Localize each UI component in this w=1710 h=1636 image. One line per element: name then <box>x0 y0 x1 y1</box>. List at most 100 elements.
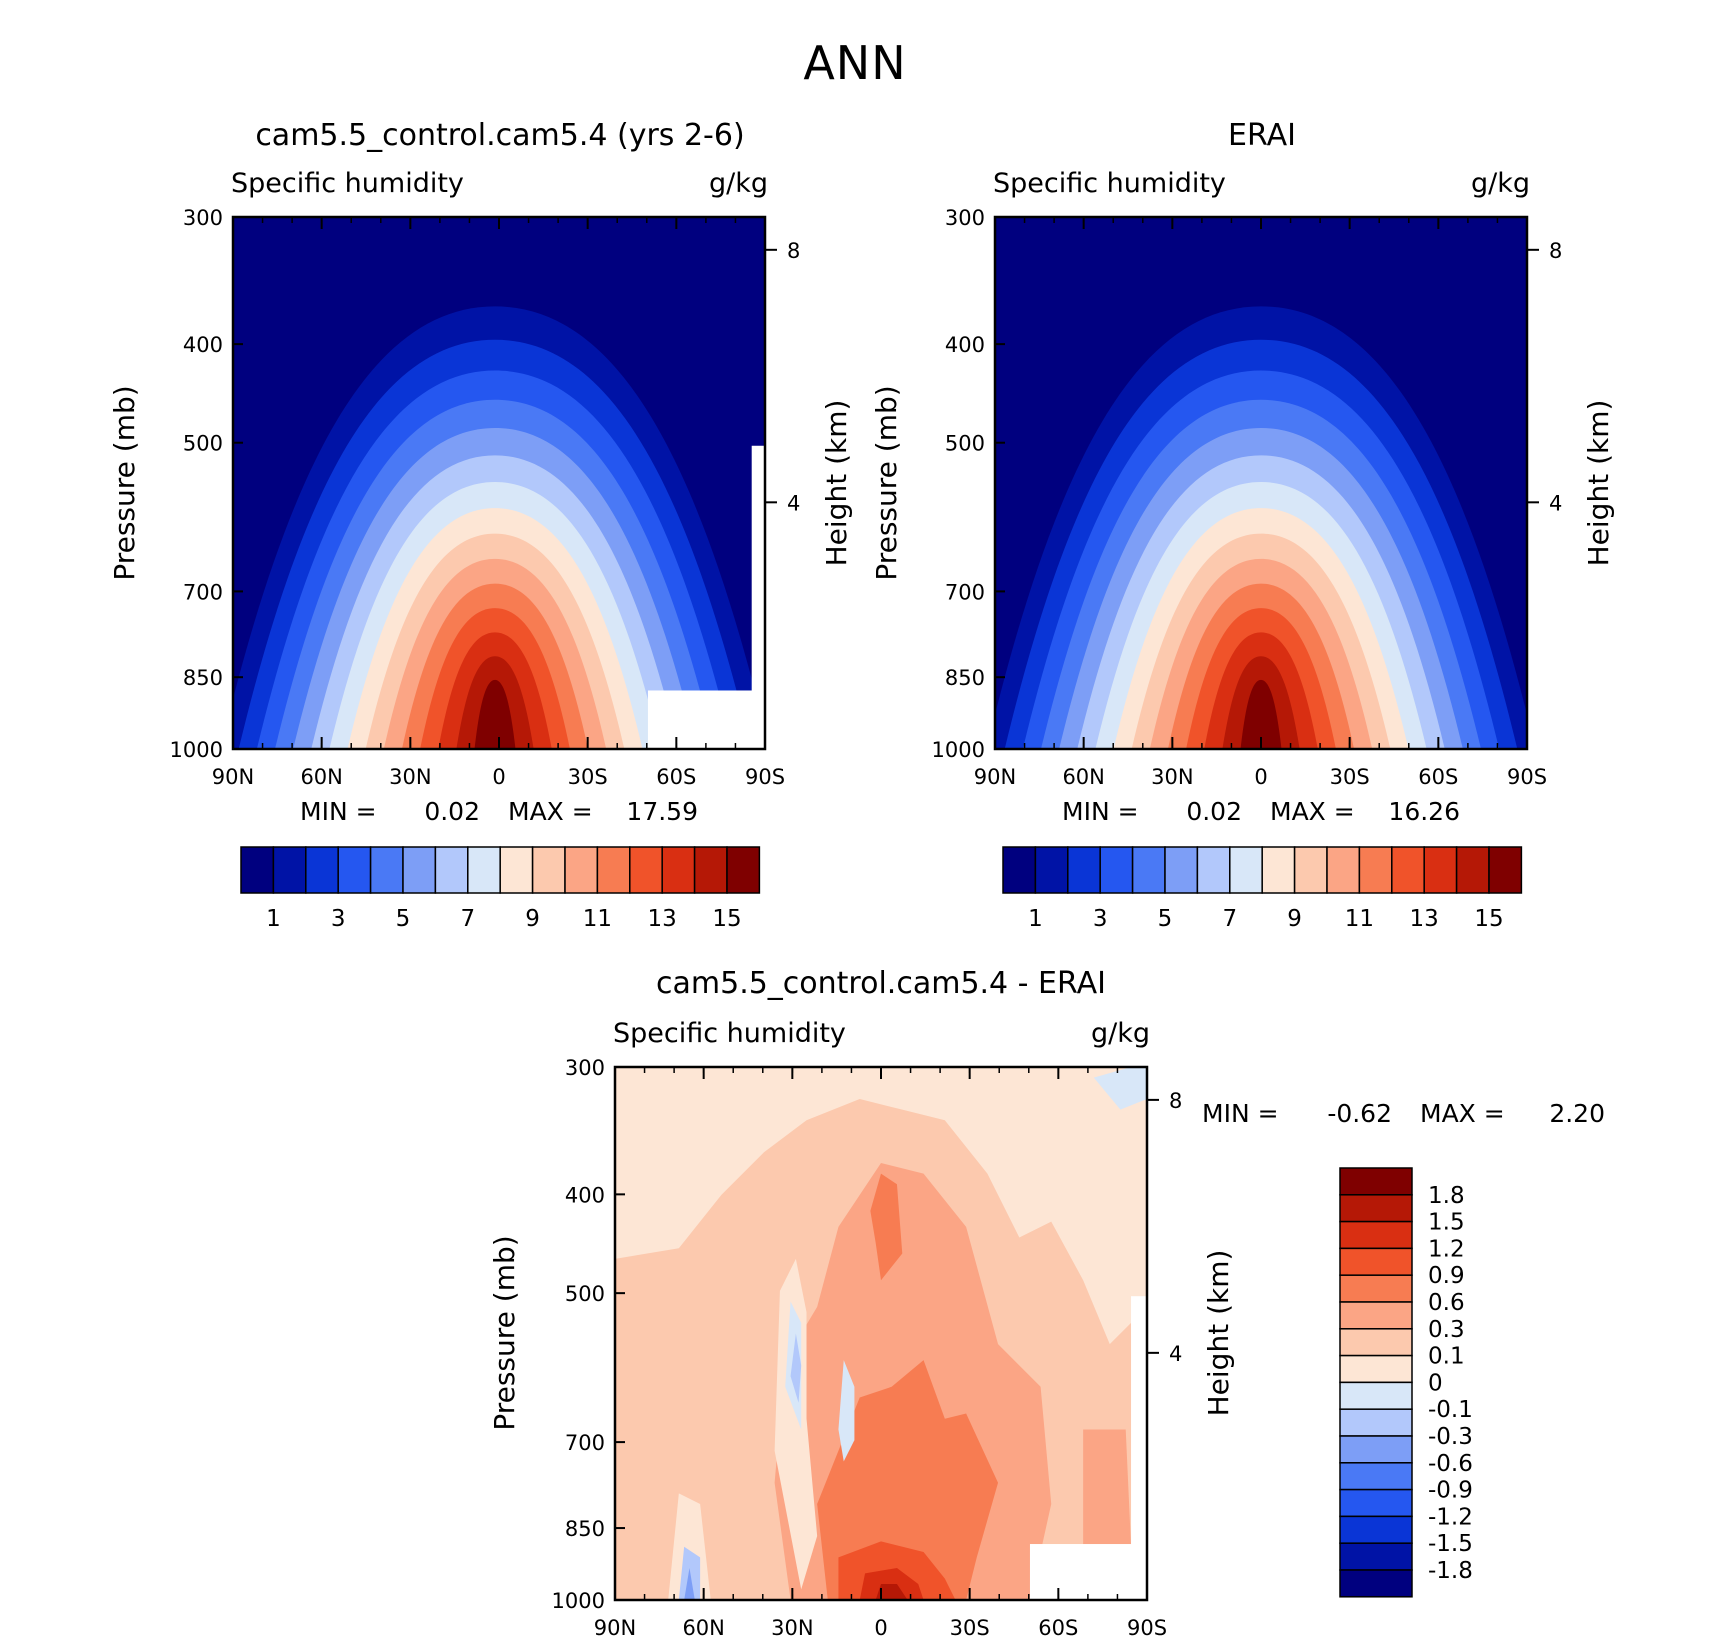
colorbar-box <box>1339 1488 1413 1518</box>
colorbar-box <box>402 846 437 894</box>
missing-data-region <box>751 445 765 749</box>
colorbar-box <box>726 846 761 894</box>
y-axis-right-label: Height (km) <box>1582 400 1615 567</box>
y-tick-label: 400 <box>565 1183 605 1207</box>
colorbar-label: 5 <box>396 906 411 932</box>
max-value: 16.26 <box>1388 797 1460 826</box>
colorbar-box <box>434 846 469 894</box>
min-label: MIN = <box>300 797 377 826</box>
y-tick-label: 850 <box>945 666 985 690</box>
colorbar-box <box>1339 1247 1413 1276</box>
colorbar-box <box>1339 1328 1413 1357</box>
y-tick-label: 1000 <box>170 738 223 762</box>
y-tick-label: 500 <box>565 1282 605 1306</box>
contour-field <box>995 217 1527 749</box>
y-axis-right-label: Height (km) <box>1202 1250 1235 1417</box>
colorbar-label: 0.9 <box>1428 1263 1465 1289</box>
contour-level-neg0.3-neg0.1 <box>790 1333 802 1403</box>
panel-model: cam5.5_control.cam5.4 (yrs 2-6) Specific… <box>108 118 853 932</box>
x-tick-label: 30S <box>568 765 608 789</box>
x-tick-label: 90S <box>1507 765 1547 789</box>
x-tick-label: 30S <box>1330 765 1370 789</box>
axes: 300 400 500 700 850 1000 8 4 90N 60N 30N 0 30S 60S 90S <box>170 206 801 789</box>
y-tick-label: 700 <box>945 580 985 604</box>
x-tick-label: 60S <box>656 765 696 789</box>
colorbar-label: 11 <box>1345 906 1374 932</box>
colorbar: 1 3 5 7 9 11 13 15 <box>240 846 761 932</box>
y-tick-label: 850 <box>565 1517 605 1541</box>
panel-obs: ERAI Specific humidity g/kg 300400500700… <box>870 118 1615 932</box>
x-tick-label: 90N <box>212 765 254 789</box>
colorbar-box <box>1067 846 1101 894</box>
colorbar-box <box>305 846 339 894</box>
colorbar-box <box>1339 1515 1413 1544</box>
colorbar-box <box>1196 846 1231 894</box>
colorbar-label: 5 <box>1158 906 1173 932</box>
contour-level-0-0.1 <box>774 1258 818 1590</box>
y-right-tick-label: 4 <box>787 491 800 515</box>
colorbar-label: -1.2 <box>1428 1504 1473 1530</box>
colorbar-label: 7 <box>1222 906 1237 932</box>
colorbar-label: 15 <box>712 906 741 932</box>
axes: 300 400 500 700 850 1000 8 4 90N 60N 30N 0 30S 60S 90S <box>552 1056 1183 1636</box>
y-tick-label: 700 <box>183 580 223 604</box>
units-label: g/kg <box>1471 168 1530 199</box>
colorbar-box <box>1339 1274 1413 1303</box>
colorbar-box <box>596 846 631 894</box>
y-tick-label: 1000 <box>932 738 985 762</box>
colorbar-label: 1 <box>1028 906 1043 932</box>
x-tick-label: 60S <box>1418 765 1458 789</box>
units-label: g/kg <box>709 168 768 199</box>
colorbar-box <box>1358 846 1393 894</box>
colorbar-box <box>1339 1408 1413 1437</box>
y-tick-label: 300 <box>945 206 985 230</box>
y-tick-label: 850 <box>183 666 223 690</box>
x-tick-label: 90S <box>745 765 785 789</box>
y-right-tick-label: 8 <box>1169 1089 1182 1113</box>
colorbar-label: 3 <box>331 906 346 932</box>
missing-data-region <box>647 690 765 749</box>
contour-level-neg0.1-0 <box>838 1360 855 1462</box>
colorbar: 1 3 5 7 9 11 13 15 <box>1002 846 1523 932</box>
y-tick-label: 700 <box>565 1431 605 1455</box>
y-axis-label: Pressure (mb) <box>488 1235 521 1430</box>
y-axis-label: Pressure (mb) <box>870 385 903 580</box>
colorbar-box <box>1099 846 1134 894</box>
colorbar-box <box>1339 1167 1413 1196</box>
y-tick-label: 500 <box>945 432 985 456</box>
colorbar-box <box>1488 846 1523 894</box>
contour-level-15 <box>1240 679 1282 749</box>
figure-title: ANN <box>803 36 907 90</box>
colorbar-vertical: 1.81.51.20.90.60.30.10-0.1-0.3-0.6-0.9-1… <box>1339 1167 1473 1598</box>
colorbar-box <box>1391 846 1425 894</box>
contour-field <box>233 217 765 749</box>
colorbar-box <box>531 846 566 894</box>
y-right-tick-label: 4 <box>1169 1342 1182 1366</box>
colorbar-label: 9 <box>525 906 540 932</box>
colorbar-box <box>1293 846 1328 894</box>
colorbar-box <box>1339 1542 1413 1571</box>
x-tick-label: 0 <box>1254 765 1267 789</box>
colorbar-label: -0.6 <box>1428 1451 1473 1477</box>
colorbar-box <box>1339 1381 1413 1410</box>
colorbar-label: -0.1 <box>1428 1397 1473 1423</box>
colorbar-label: 9 <box>1287 906 1302 932</box>
min-label: MIN = <box>1062 797 1139 826</box>
contour-level-15 <box>474 679 516 749</box>
colorbar-box <box>1339 1220 1413 1250</box>
y-right-tick-label: 8 <box>1549 239 1562 263</box>
colorbar-box <box>499 846 534 894</box>
colorbar-label: -1.5 <box>1428 1531 1473 1557</box>
colorbar-label: -0.9 <box>1428 1478 1473 1504</box>
missing-data-region <box>1029 1544 1147 1600</box>
contour-field <box>615 1067 1147 1600</box>
contour-level-1.5-1.8 <box>875 1584 908 1600</box>
panel-title: cam5.5_control.cam5.4 - ERAI <box>656 966 1106 1001</box>
x-tick-label: 60N <box>300 765 342 789</box>
colorbar-label: 0.6 <box>1428 1290 1465 1316</box>
max-label: MAX = <box>508 797 593 826</box>
y-right-tick-label: 8 <box>787 239 800 263</box>
panel-title: cam5.5_control.cam5.4 (yrs 2-6) <box>255 118 744 153</box>
max-label: MAX = <box>1270 797 1355 826</box>
contour-level-0.6-0.9 <box>870 1173 903 1281</box>
